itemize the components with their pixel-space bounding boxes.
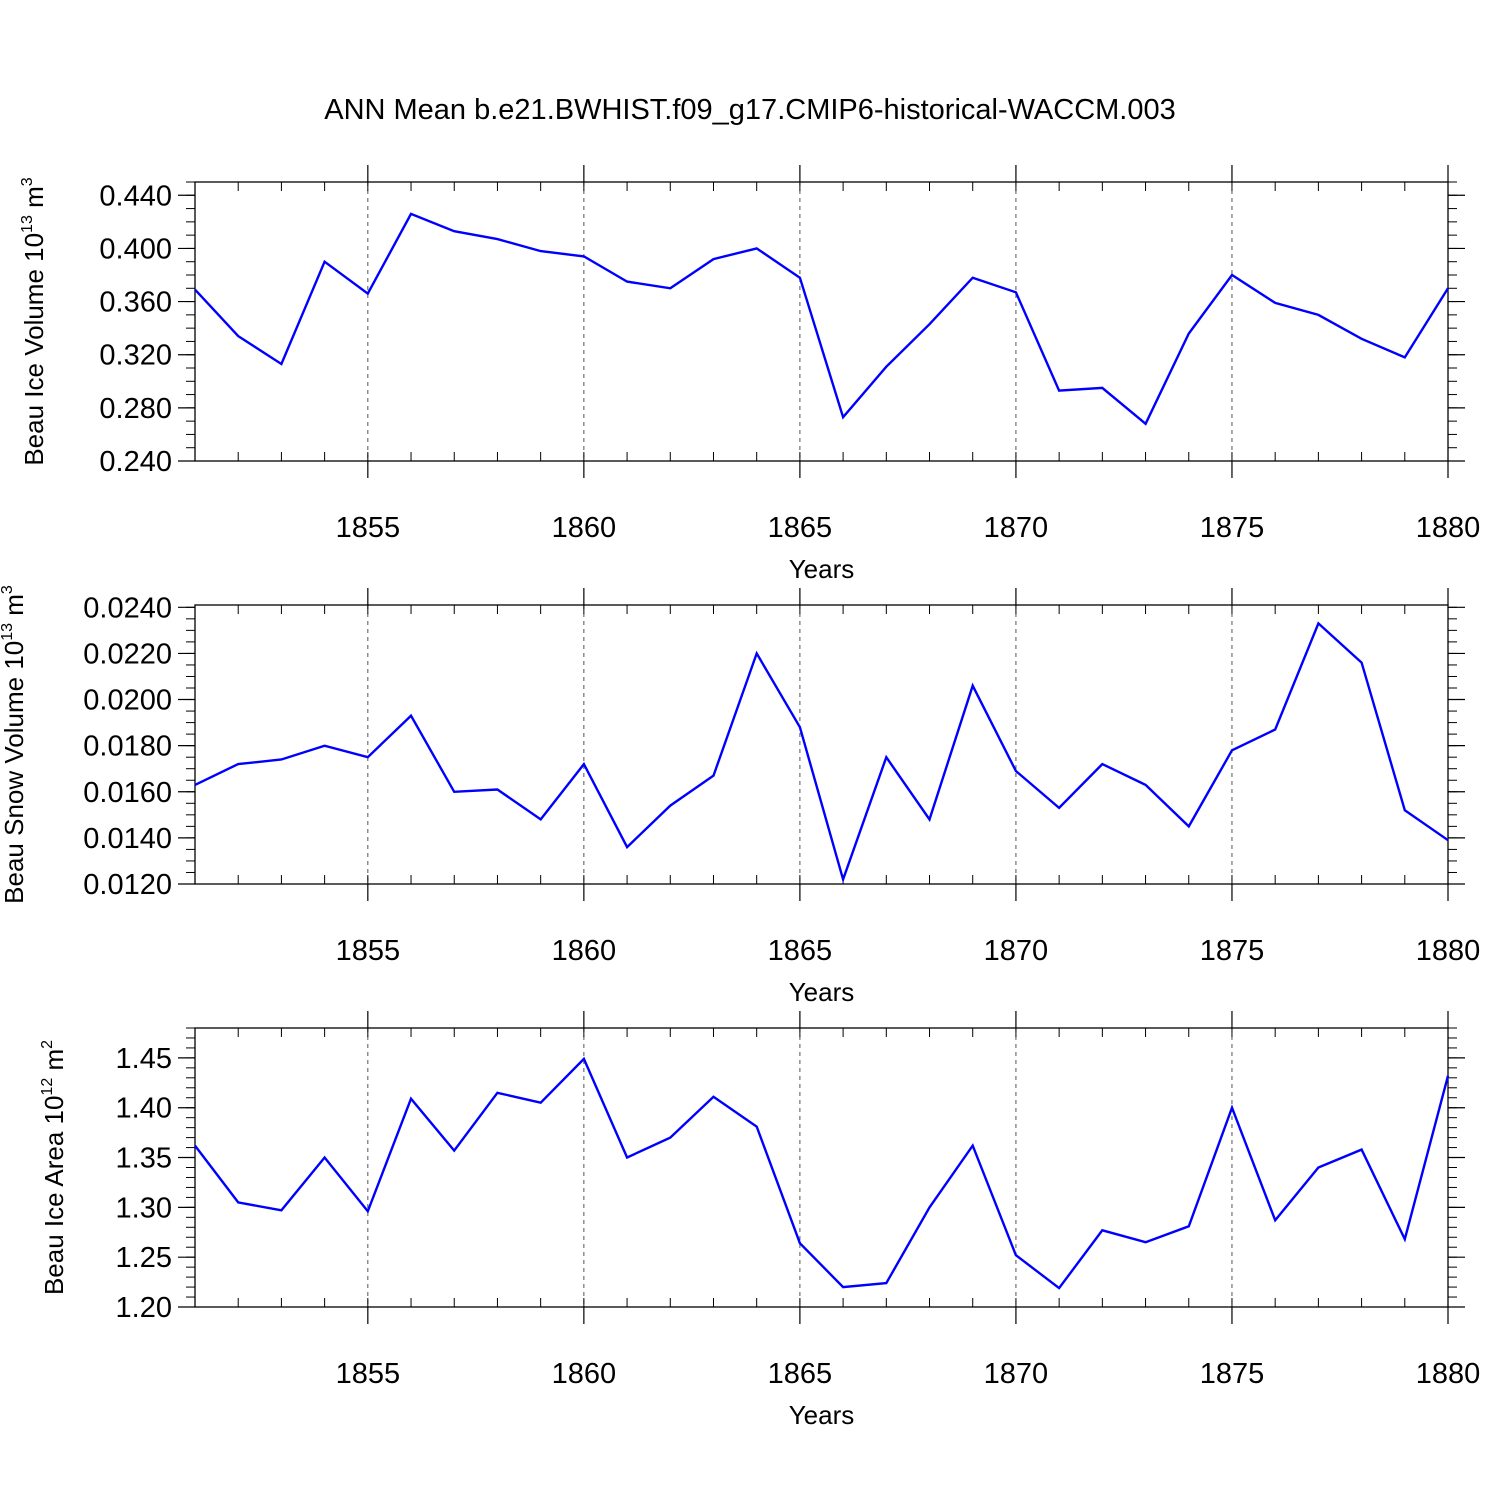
y-axis-title: Beau Ice Area 1012 m2 xyxy=(39,1040,69,1295)
x-tick-label: 1855 xyxy=(336,1358,401,1390)
y-axis-title-exp: 13 xyxy=(19,215,36,233)
x-tick-label: 1865 xyxy=(768,935,833,967)
y-tick-label: 0.440 xyxy=(99,180,172,212)
panels: 1855 1860 1865 1870 1875 1880 0.240 0.280 0.320 0… xyxy=(0,165,1480,1430)
x-tick-label: 1880 xyxy=(1416,512,1481,544)
x-tick-label: 1875 xyxy=(1200,935,1265,967)
y-axis-title-main: Beau Ice Volume 10 xyxy=(19,233,49,466)
plot-frame xyxy=(194,604,1449,885)
y-tick-label: 0.0140 xyxy=(83,823,172,855)
y-tick-label: 0.360 xyxy=(99,287,172,319)
x-tick-label: 1855 xyxy=(336,512,401,544)
y-axis-title: Beau Snow Volume 1013 m3 xyxy=(0,585,29,904)
y-axis-title-unit: m xyxy=(0,594,29,623)
x-tick-label: 1860 xyxy=(552,512,617,544)
y-tick-label: 0.0180 xyxy=(83,731,172,763)
x-tick-label: 1865 xyxy=(768,1358,833,1390)
series-line xyxy=(194,621,1449,884)
x-tick-label: 1865 xyxy=(768,512,833,544)
y-axis-title-unit: m xyxy=(19,186,49,215)
y-tick-label: 1.35 xyxy=(116,1143,172,1175)
y-tick-label: 0.0200 xyxy=(83,685,172,717)
panel-2: 1855 1860 1865 1870 1875 1880 0.0120 0.0140 0.01… xyxy=(0,585,1480,1007)
y-tick-label: 1.20 xyxy=(116,1292,172,1324)
x-tick-label: 1870 xyxy=(984,1358,1049,1390)
y-tick-label: 1.25 xyxy=(116,1242,172,1274)
panel-1: 1855 1860 1865 1870 1875 1880 0.240 0.280 0.320 0… xyxy=(19,165,1480,584)
panel-3: 1855 1860 1865 1870 1875 1880 1.20 1.25 1.30 1.35… xyxy=(39,1011,1480,1430)
x-tick-label: 1875 xyxy=(1200,1358,1265,1390)
y-axis-title-main: Beau Ice Area 10 xyxy=(39,1096,69,1295)
y-axis-title-unit-exp: 3 xyxy=(19,177,36,186)
x-axis-title: Years xyxy=(789,977,855,1007)
y-tick-label: 1.45 xyxy=(116,1043,172,1075)
y-tick-label: 0.280 xyxy=(99,393,172,425)
x-tick-label: 1860 xyxy=(552,935,617,967)
x-tick-label: 1880 xyxy=(1416,1358,1481,1390)
x-axis-title: Years xyxy=(789,1400,855,1430)
x-tick-label: 1860 xyxy=(552,1358,617,1390)
y-tick-label: 0.0160 xyxy=(83,777,172,809)
y-axis-title-exp: 12 xyxy=(39,1078,56,1096)
y-tick-label: 0.400 xyxy=(99,233,172,265)
y-tick-label: 0.0120 xyxy=(83,869,172,901)
x-tick-label: 1880 xyxy=(1416,935,1481,967)
y-tick-label: 1.40 xyxy=(116,1093,172,1125)
chart-title: ANN Mean b.e21.BWHIST.f09_g17.CMIP6-hist… xyxy=(324,94,1176,126)
x-tick-label: 1855 xyxy=(336,935,401,967)
y-tick-label: 0.240 xyxy=(99,446,172,478)
series-line xyxy=(194,212,1450,426)
series-line xyxy=(194,1056,1450,1290)
x-axis-title: Years xyxy=(789,554,855,584)
y-tick-label: 0.0240 xyxy=(83,592,172,624)
y-tick-label: 0.320 xyxy=(99,340,172,372)
y-tick-label: 0.0220 xyxy=(83,638,172,670)
x-tick-label: 1870 xyxy=(984,512,1049,544)
x-tick-label: 1875 xyxy=(1200,512,1265,544)
y-axis-title-main: Beau Snow Volume 10 xyxy=(0,641,29,904)
y-axis-title-unit-exp: 3 xyxy=(0,585,16,594)
plot-frame xyxy=(194,181,1449,462)
y-axis-title-unit: m xyxy=(39,1049,69,1078)
y-axis-title-unit-exp: 2 xyxy=(39,1040,56,1049)
x-tick-label: 1870 xyxy=(984,935,1049,967)
y-axis-title-exp: 13 xyxy=(0,623,16,641)
y-tick-label: 1.30 xyxy=(116,1192,172,1224)
y-axis-title: Beau Ice Volume 1013 m3 xyxy=(19,177,49,465)
